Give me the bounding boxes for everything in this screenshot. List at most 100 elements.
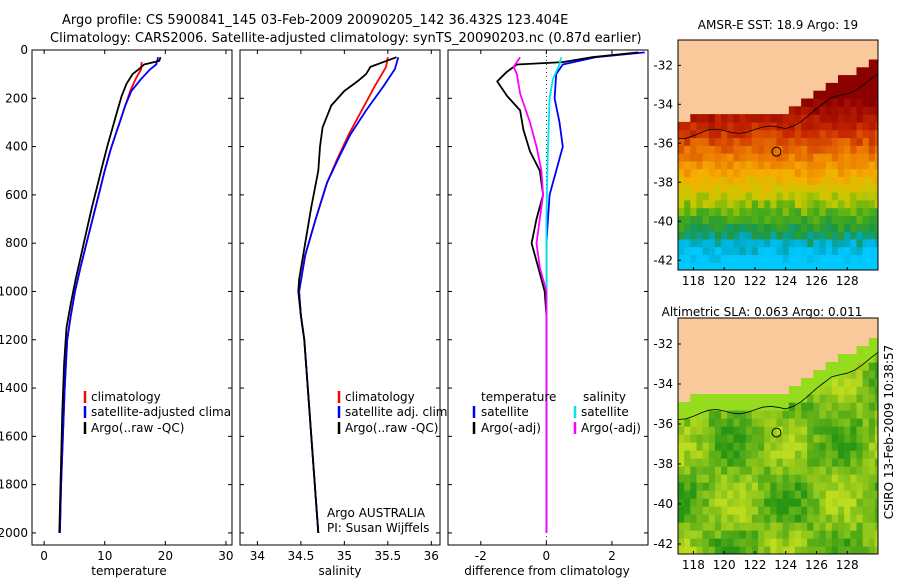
map-cell — [758, 184, 765, 193]
map-cell — [708, 137, 716, 146]
map-cell — [825, 114, 833, 123]
map-cell — [844, 378, 851, 387]
map-cell — [696, 498, 704, 507]
map-cell — [850, 522, 858, 531]
map-cell — [751, 246, 759, 255]
map-cell — [868, 114, 876, 123]
map-cell — [794, 530, 802, 539]
map-cell — [788, 386, 796, 395]
map-cell — [708, 262, 716, 270]
map-cell — [868, 498, 876, 507]
sst-map-ticks: 118 120 122 124 126 128-32-34-36-38-40-42 — [653, 58, 858, 288]
map-cell — [874, 506, 878, 515]
map-cell — [776, 129, 784, 139]
series-line-temperature-argo-adj- — [496, 51, 639, 533]
map-cell — [794, 498, 802, 507]
map-cell — [776, 238, 784, 248]
map-cell — [838, 137, 845, 146]
map-cell — [788, 522, 796, 531]
map-cell — [702, 145, 710, 154]
map-cell — [708, 238, 716, 248]
map-cell — [801, 402, 808, 411]
sla-contour-line — [678, 351, 878, 420]
map-cell — [727, 129, 734, 139]
map-cell — [801, 378, 808, 387]
map-cell — [739, 402, 747, 411]
map-cell — [794, 450, 802, 459]
map-cell — [696, 231, 704, 240]
map-cell — [702, 522, 710, 531]
map-y-tick-label: -40 — [653, 214, 673, 228]
map-cell — [739, 160, 747, 170]
map-cell — [770, 490, 778, 499]
map-cell — [831, 546, 839, 554]
map-cell — [758, 223, 765, 232]
map-cell — [776, 176, 784, 185]
map-cell — [831, 394, 839, 403]
map-cell — [727, 450, 734, 459]
map-cell — [764, 160, 771, 170]
map-cell — [819, 498, 827, 507]
map-cell — [727, 522, 734, 531]
map-cell — [770, 514, 778, 523]
map-cell — [690, 168, 698, 177]
map-cell — [782, 121, 790, 131]
map-cell — [684, 137, 691, 146]
x-tick-label: 30 — [218, 549, 233, 563]
map-cell — [776, 262, 784, 270]
map-cell — [813, 458, 821, 467]
map-cell — [850, 490, 858, 499]
map-cell — [739, 538, 747, 547]
map-cell — [874, 370, 878, 379]
map-cell — [807, 418, 814, 427]
map-cell — [714, 121, 722, 131]
map-y-tick-label: -42 — [653, 253, 673, 267]
map-cell — [751, 442, 759, 451]
map-cell — [739, 506, 747, 515]
map-cell — [684, 223, 691, 232]
map-cell — [764, 426, 771, 435]
map-cell — [801, 498, 808, 507]
y-tick-label: 1000 — [0, 284, 28, 298]
map-cell — [678, 231, 685, 240]
series-line-argo-raw-qc- — [58, 56, 162, 533]
map-cell — [844, 442, 851, 451]
map-cell — [850, 434, 858, 443]
map-cell — [850, 466, 858, 475]
map-cell — [850, 418, 858, 427]
map-cell — [721, 538, 728, 547]
sla-map-ticks: 118 120 122 124 126 128-32-34-36-38-40-42 — [653, 337, 858, 572]
map-cell — [714, 184, 722, 193]
map-cell — [844, 450, 851, 459]
map-cell — [739, 238, 747, 248]
map-cell — [868, 121, 876, 131]
map-cell — [733, 168, 741, 177]
map-cell — [721, 426, 728, 435]
map-cell — [794, 474, 802, 483]
map-cell — [862, 176, 870, 185]
map-cell — [770, 153, 778, 162]
map-cell — [850, 246, 858, 255]
map-cell — [733, 207, 741, 216]
map-cell — [874, 538, 878, 547]
map-cell — [819, 458, 827, 467]
map-cell — [745, 114, 753, 123]
map-cell — [874, 530, 878, 539]
map-cell — [807, 410, 814, 419]
map-cell — [831, 474, 839, 483]
map-cell — [745, 538, 753, 547]
map-cell — [690, 215, 698, 224]
map-cell — [794, 176, 802, 185]
map-cell — [838, 192, 845, 201]
map-cell — [739, 458, 747, 467]
map-cell — [813, 426, 821, 435]
map-cell — [868, 160, 876, 170]
map-cell — [874, 129, 878, 139]
map-cell — [776, 199, 784, 209]
map-cell — [874, 238, 878, 248]
series-line-argo-raw-qc- — [297, 56, 397, 533]
map-cell — [714, 402, 722, 411]
map-cell — [690, 514, 698, 523]
map-cell — [733, 458, 741, 467]
map-cell — [690, 426, 698, 435]
